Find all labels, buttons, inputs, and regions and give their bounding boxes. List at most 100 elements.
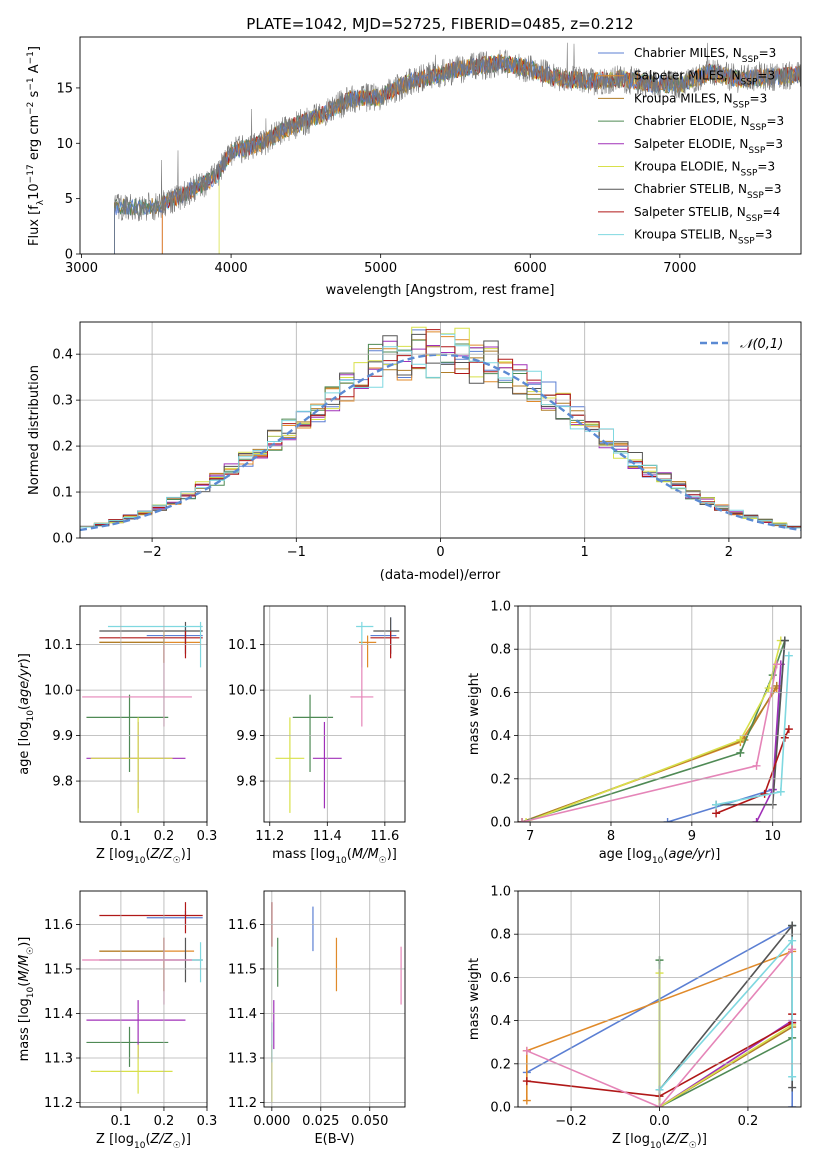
axes-frame (79, 36, 802, 255)
weight-marker (788, 1083, 797, 1092)
axes-frame (79, 321, 802, 539)
axes-frame (517, 890, 802, 1108)
x-tick-label: 6000 (514, 261, 547, 276)
x-tick-label: 11.2 (255, 829, 284, 844)
y-axis-label: age [log10(age/yr)] (17, 653, 36, 775)
y-tick-label: 11.6 (228, 918, 257, 933)
x-axis-label: wavelength [Angstrom, rest frame] (326, 283, 555, 298)
figure-title: PLATE=1042, MJD=52725, FIBERID=0485, z=0… (246, 15, 633, 33)
legend-label: Salpeter MILES, NSSP=3 (634, 69, 775, 88)
legend-label: Kroupa STELIB, NSSP=3 (634, 228, 772, 247)
weight-marker (772, 660, 781, 669)
y-axis-label: mass weight (467, 958, 482, 1040)
y-tick-label: 0.2 (490, 1057, 511, 1072)
y-tick-label: 0.2 (490, 772, 511, 787)
y-tick-label: 11.2 (228, 1096, 257, 1111)
y-tick-label: 5 (65, 192, 73, 207)
x-axis-label: (data-model)/error (380, 568, 501, 583)
plot-area-mass_vs_ebv (271, 902, 402, 1103)
y-tick-label: 11.6 (44, 918, 73, 933)
plot-area-spectrum (114, 42, 801, 254)
y-tick-label: 1.0 (490, 600, 511, 615)
y-tick-label: 0.1 (52, 486, 73, 501)
x-axis-label: Z [log10(Z/Z☉)] (96, 1132, 191, 1151)
x-tick-label: 0.3 (197, 829, 218, 844)
x-tick-label: 8 (607, 829, 615, 844)
x-axis-label: age [log10(age/yr)] (599, 847, 721, 866)
y-axis-label: Flux [fλ10−17 erg cm−2 s−1 A−1] (26, 46, 46, 246)
weight-marker (788, 936, 797, 945)
y-tick-label: 9.9 (236, 729, 257, 744)
x-tick-label: 0.000 (253, 1114, 290, 1129)
y-tick-label: 9.8 (236, 775, 257, 790)
observed-spectrum-line (114, 42, 801, 254)
y-tick-label: 11.3 (44, 1052, 73, 1067)
x-tick-label: 9 (688, 829, 696, 844)
legend-label: Salpeter STELIB, NSSP=4 (634, 205, 780, 224)
x-tick-label: 0.3 (197, 1114, 218, 1129)
x-tick-label: 0.1 (111, 1114, 132, 1129)
y-tick-label: 11.4 (228, 1007, 257, 1022)
x-axis-label: Z [log10(Z/Z☉)] (612, 1132, 707, 1151)
weight-marker (712, 809, 721, 818)
legend-label: Salpeter ELODIE, NSSP=3 (634, 137, 783, 156)
plot-area-mass_vs_Z (82, 902, 203, 1094)
x-tick-label: 5000 (364, 261, 397, 276)
y-tick-label: 0.0 (490, 1101, 511, 1116)
axes-frame (263, 605, 406, 823)
weight-marker (788, 1072, 797, 1081)
x-tick-label: −2 (143, 545, 162, 560)
weight-line (525, 640, 782, 822)
axes-frame (79, 605, 208, 823)
axes-frame (517, 605, 802, 823)
legend-label: Chabrier MILES, NSSP=3 (634, 46, 776, 65)
y-tick-label: 11.2 (44, 1096, 73, 1111)
x-tick-label: −0.2 (555, 1114, 587, 1129)
weight-marker (736, 735, 745, 744)
y-tick-label: 11.5 (228, 962, 257, 977)
y-tick-label: 0.4 (490, 729, 511, 744)
y-tick-label: 0.2 (52, 440, 73, 455)
x-tick-label: 10 (764, 829, 781, 844)
model-spectrum-line (218, 54, 801, 254)
y-tick-label: 10.0 (44, 684, 73, 699)
y-tick-label: 0.3 (52, 394, 73, 409)
weight-marker (780, 636, 789, 645)
y-axis-label: Normed distribution (27, 365, 42, 495)
weight-marker (522, 1046, 531, 1055)
y-tick-label: 0 (65, 248, 73, 263)
weight-marker (752, 761, 761, 770)
axes-frame (79, 890, 208, 1108)
x-tick-label: 2 (725, 545, 733, 560)
weight-marker (522, 1077, 531, 1086)
x-tick-label: 11.6 (370, 829, 399, 844)
y-tick-label: 0.6 (490, 971, 511, 986)
legend-label: Kroupa ELODIE, NSSP=3 (634, 160, 775, 179)
weight-marker (776, 787, 785, 796)
x-tick-label: 3000 (65, 261, 98, 276)
y-tick-label: 1.0 (490, 885, 511, 900)
plot-area-age_vs_Z (82, 621, 203, 813)
weight-line (521, 687, 778, 822)
legend-label: Chabrier ELODIE, NSSP=3 (634, 114, 784, 133)
x-axis-label: Z [log10(Z/Z☉)] (96, 847, 191, 866)
weight-marker (784, 725, 793, 734)
plot-area-age_vs_mass (275, 617, 400, 813)
y-tick-label: 9.8 (52, 775, 73, 790)
y-tick-label: 10.0 (228, 684, 257, 699)
x-tick-label: 7 (526, 829, 534, 844)
plot-area-cumweight_age (518, 636, 793, 822)
axes-frame (263, 890, 406, 1108)
legend-label: Kroupa MILES, NSSP=3 (634, 91, 767, 110)
y-tick-label: 0.4 (52, 348, 73, 363)
weight-marker (663, 818, 672, 822)
x-tick-label: 0.0 (649, 1114, 670, 1129)
y-tick-label: 10.1 (44, 638, 73, 653)
legend-label: 𝒩(0,1) (740, 337, 783, 352)
y-axis-label: mass weight (467, 673, 482, 755)
y-tick-label: 0.6 (490, 686, 511, 701)
weight-marker (712, 800, 721, 809)
y-tick-label: 0.8 (490, 928, 511, 943)
y-tick-label: 10 (56, 137, 73, 152)
